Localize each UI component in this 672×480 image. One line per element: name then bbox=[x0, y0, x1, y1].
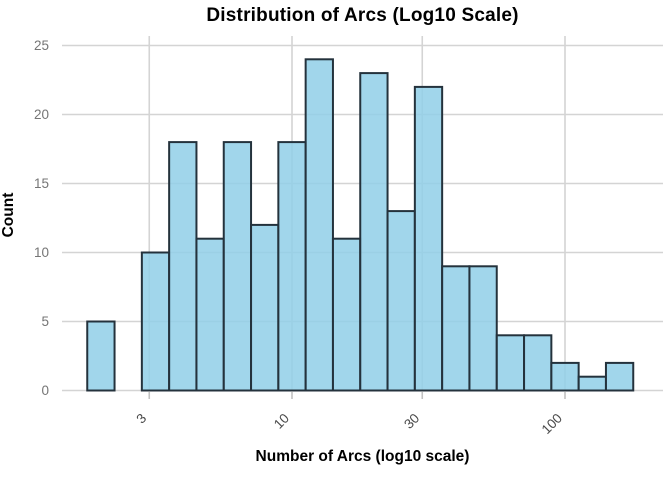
x-axis-title: Number of Arcs (log10 scale) bbox=[255, 448, 470, 465]
y-tick-label: 5 bbox=[41, 314, 49, 329]
histogram-bar bbox=[277, 141, 307, 392]
x-tick-label: 10 bbox=[271, 411, 292, 432]
histogram-bar bbox=[359, 72, 389, 392]
histogram-bar bbox=[222, 141, 253, 392]
histogram-bar bbox=[195, 237, 225, 392]
x-tick-label: 30 bbox=[401, 411, 422, 432]
histogram-bar bbox=[604, 361, 635, 392]
histogram-bar bbox=[468, 265, 498, 392]
y-tick-label: 10 bbox=[34, 245, 49, 260]
x-tick-label: 3 bbox=[133, 411, 149, 427]
x-tick-label: 100 bbox=[539, 411, 566, 438]
histogram-bar bbox=[577, 375, 607, 392]
y-axis-title: Count bbox=[0, 192, 17, 238]
histogram-bar bbox=[441, 265, 471, 392]
y-tick-label: 25 bbox=[34, 38, 49, 53]
histogram-bar bbox=[304, 58, 334, 392]
histogram-bar bbox=[413, 85, 444, 392]
histogram-bar bbox=[140, 251, 171, 392]
y-tick-label: 20 bbox=[34, 107, 49, 122]
histogram-bar bbox=[386, 210, 416, 392]
histogram-bar bbox=[86, 320, 116, 392]
y-tick-label: 0 bbox=[41, 383, 49, 398]
histogram-bar bbox=[523, 334, 553, 392]
histogram-bar bbox=[331, 237, 362, 392]
chart-title: Distribution of Arcs (Log10 Scale) bbox=[206, 5, 519, 26]
histogram-bar bbox=[168, 141, 198, 392]
histogram-bar bbox=[550, 361, 580, 392]
histogram-bar bbox=[250, 223, 280, 392]
y-tick-label: 15 bbox=[34, 176, 49, 191]
histogram-bar bbox=[495, 334, 526, 392]
